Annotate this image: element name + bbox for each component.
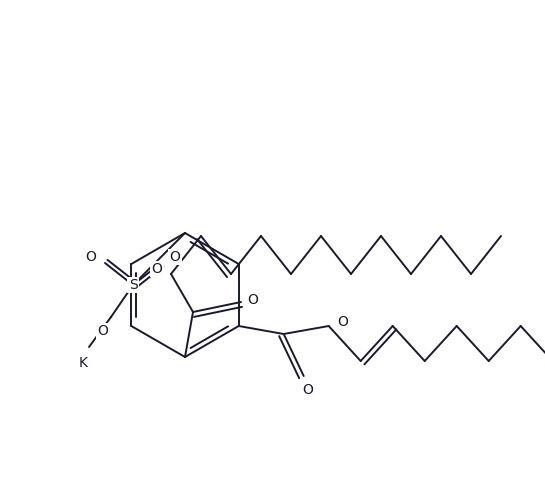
- Text: O: O: [169, 250, 180, 264]
- Text: O: O: [302, 383, 313, 397]
- Text: O: O: [98, 324, 108, 338]
- Text: O: O: [337, 315, 348, 329]
- Text: K: K: [78, 356, 88, 370]
- Text: S: S: [129, 278, 137, 292]
- Text: O: O: [247, 293, 258, 307]
- Text: O: O: [152, 262, 162, 276]
- Text: O: O: [86, 250, 96, 264]
